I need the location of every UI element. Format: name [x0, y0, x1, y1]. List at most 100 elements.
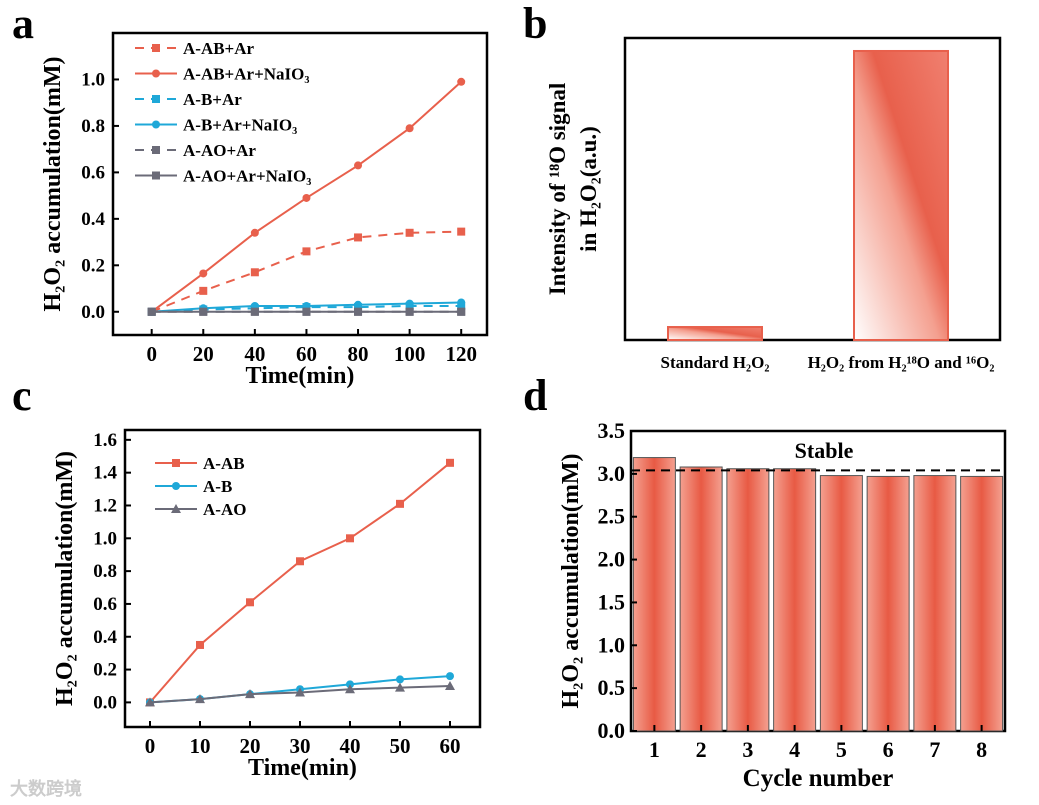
y-axis-label: H₂O₂ accumulation(mM): [40, 56, 66, 311]
data-point: [171, 504, 181, 513]
y-tick-label: 0.8: [93, 561, 117, 582]
y-axis-label-line2: in H₂O₂(a.u.): [576, 126, 601, 252]
x-tick-label: 80: [348, 342, 369, 366]
data-point: [172, 482, 180, 490]
data-point: [354, 161, 363, 170]
x-tick-label: 60: [296, 342, 317, 366]
x-tick-label: 8: [976, 737, 987, 762]
bar: [632, 457, 676, 732]
bar: [679, 466, 723, 732]
data-point: [395, 682, 405, 692]
y-tick-label: 1.0: [598, 632, 626, 657]
y-tick-label: 2.5: [598, 504, 626, 529]
x-tick-label: 120: [445, 342, 477, 366]
y-tick-label: 0.6: [81, 162, 105, 183]
data-point: [405, 299, 414, 308]
panel-c-frame: [123, 428, 482, 729]
y-axis-label: H₂O₂ accumulation(mM): [52, 451, 78, 706]
legend-label: A-AO+Ar+NaIO₃: [183, 167, 311, 186]
data-point: [172, 459, 180, 467]
x-tick-label: 6: [883, 737, 894, 762]
data-point: [346, 534, 354, 543]
x-axis-label: Time(min): [246, 363, 355, 389]
x-tick-label: 2: [696, 737, 707, 762]
data-point: [457, 77, 466, 86]
data-point: [457, 227, 466, 236]
panel-label-d: d: [523, 371, 547, 420]
data-point: [396, 675, 404, 684]
data-point: [396, 499, 404, 508]
y-tick-label: 1.2: [93, 495, 117, 516]
data-point: [196, 640, 204, 649]
y-axis-label-line1: Intensity of ¹⁸O signal: [545, 83, 570, 296]
panel-label-c: c: [12, 371, 32, 420]
data-point: [199, 286, 208, 295]
panel-label-a: a: [12, 0, 34, 48]
data-point: [147, 307, 156, 316]
legend-label: A-AO: [203, 500, 246, 519]
x-tick-label: 0: [145, 734, 156, 758]
data-point: [152, 120, 160, 129]
data-point: [405, 228, 414, 237]
y-tick-label: 1.0: [81, 69, 105, 90]
y-tick-label: 0.2: [93, 660, 117, 681]
x-tick-label: 5: [836, 737, 847, 762]
x-tick-label: 1: [649, 737, 660, 762]
y-tick-label: 0.6: [93, 594, 117, 615]
data-point: [405, 124, 414, 133]
data-point: [345, 684, 355, 694]
x-tick-label: 30: [290, 734, 311, 758]
data-point: [152, 171, 160, 180]
x-category-label: H₂O₂ from H₂¹⁸O and ¹⁶O₂: [808, 353, 995, 372]
x-tick-label: 40: [244, 342, 265, 366]
data-point: [199, 269, 208, 278]
data-point: [302, 247, 311, 256]
data-point: [354, 307, 363, 316]
data-point: [446, 458, 454, 467]
data-point: [152, 95, 160, 103]
data-point: [445, 680, 455, 690]
data-point: [446, 672, 454, 681]
y-tick-label: 0.2: [81, 255, 105, 276]
y-tick-label: 0.0: [598, 718, 626, 743]
legend-label: A-AB+Ar+NaIO₃: [183, 65, 309, 84]
y-tick-label: 1.0: [93, 528, 117, 549]
y-tick-label: 0.4: [81, 209, 105, 230]
y-tick-label: 0.0: [81, 302, 105, 323]
data-point: [302, 193, 311, 202]
y-axis-label: H₂O₂ accumulation(mM): [558, 453, 584, 708]
panel-b-frame: [623, 36, 1002, 342]
data-point: [245, 689, 255, 699]
bar: [913, 475, 957, 732]
x-tick-label: 4: [789, 737, 800, 762]
bar: [960, 475, 1004, 732]
y-tick-label: 1.5: [598, 589, 626, 614]
bar: [726, 468, 770, 732]
data-point: [250, 307, 259, 316]
legend-label: A-B: [203, 477, 232, 496]
panel-a-frame: [111, 31, 489, 337]
x-tick-label: 20: [240, 734, 261, 758]
y-tick-label: 0.4: [93, 627, 117, 648]
y-tick-label: 0.0: [93, 692, 117, 713]
x-tick-label: 60: [440, 734, 461, 758]
y-tick-label: 3.0: [598, 461, 626, 486]
legend-label: A-AB: [203, 454, 245, 473]
data-point: [405, 307, 414, 316]
bar: [773, 468, 817, 732]
data-point: [152, 69, 160, 78]
bar: [667, 326, 763, 342]
data-point: [246, 598, 254, 607]
data-point: [250, 268, 259, 277]
data-point: [152, 44, 160, 52]
bar: [853, 49, 949, 342]
legend-label: A-AO+Ar: [183, 141, 256, 160]
x-tick-label: 3: [742, 737, 753, 762]
x-tick-label: 20: [193, 342, 214, 366]
legend-label: A-B+Ar: [183, 90, 242, 109]
y-tick-label: 1.6: [93, 430, 117, 451]
x-axis-label: Cycle number: [743, 765, 894, 792]
data-point: [250, 228, 259, 237]
legend-label: A-AB+Ar: [183, 39, 255, 58]
